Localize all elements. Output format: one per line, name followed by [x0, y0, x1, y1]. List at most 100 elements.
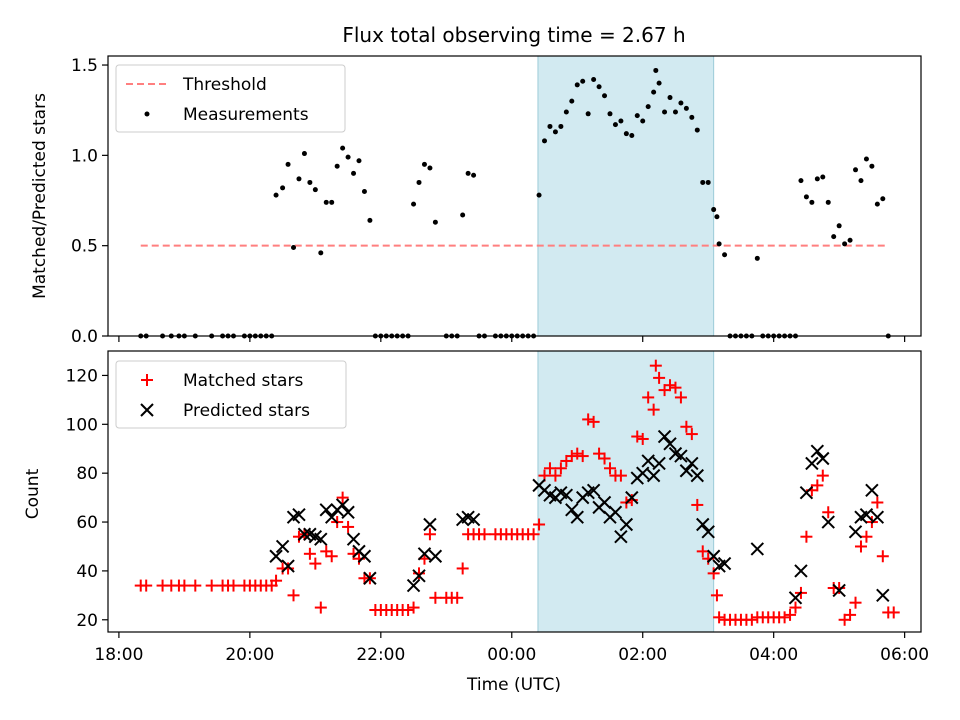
matched-star-marker [423, 528, 436, 541]
predicted-star-marker [319, 503, 333, 517]
predicted-star-marker [625, 490, 639, 505]
predicted-star-marker [335, 498, 350, 512]
matched-star-marker [713, 611, 726, 624]
measurement-point [312, 187, 318, 193]
measurement-point [361, 188, 367, 194]
measurement-point [542, 138, 548, 144]
matched-star-marker [478, 528, 491, 541]
bottom-y-tick-label: 60 [76, 513, 98, 533]
measurement-point [667, 95, 673, 101]
predicted-star-marker [614, 529, 628, 544]
matched-star-marker [140, 579, 153, 592]
predicted-star-marker [657, 429, 672, 444]
x-tick-label: 06:00 [880, 645, 929, 665]
predicted-star-marker [859, 508, 874, 522]
measurement-point [880, 196, 886, 202]
legend-predicted-swatch [140, 403, 154, 417]
top-y-tick-label: 1.0 [71, 146, 98, 166]
predicted-star-marker [706, 549, 721, 563]
top-axes-frame [107, 55, 922, 337]
predicted-star-marker [865, 483, 879, 497]
matched-star-marker [707, 567, 720, 580]
x-tick-label: 20:00 [225, 645, 274, 665]
matched-star-marker [314, 601, 327, 614]
matched-star-marker [614, 469, 627, 482]
measurement-point [754, 255, 760, 261]
measurement-point [842, 241, 848, 247]
matched-star-marker [287, 589, 300, 602]
measurement-point [411, 201, 417, 207]
predicted-star-marker [269, 549, 283, 563]
measurement-point [640, 118, 646, 124]
measurement-point [329, 199, 335, 205]
matched-star-marker [587, 415, 600, 428]
matched-star-marker [849, 596, 862, 609]
measurement-point [705, 179, 711, 185]
measurement-point [700, 179, 706, 185]
matched-star-marker [576, 450, 589, 463]
matched-star-marker [887, 606, 900, 619]
measurement-point [858, 178, 864, 184]
matched-star-marker [833, 582, 846, 595]
measurement-point [831, 234, 837, 240]
predicted-star-marker [794, 564, 808, 578]
predicted-star-marker [597, 495, 612, 510]
measurement-point [323, 199, 329, 205]
measurement-point [602, 93, 608, 99]
x-tick-label: 04:00 [749, 645, 798, 665]
measurement-point [563, 109, 569, 115]
matched-star-marker [456, 562, 469, 575]
predicted-star-marker [565, 503, 579, 517]
predicted-star-marker [608, 505, 623, 519]
matched-star-marker [282, 562, 295, 575]
predicted-star-marker [832, 583, 846, 598]
matched-star-marker [631, 430, 644, 443]
measurement-point [273, 192, 279, 198]
measurement-point [869, 163, 875, 169]
measurement-point [825, 199, 831, 205]
matched-star-marker [653, 371, 666, 384]
predicted-star-marker [292, 508, 306, 522]
measurement-point [607, 111, 613, 117]
matched-star-marker [205, 579, 218, 592]
bottom-panel: 20 40 60 80 100 120 18:00 20:00 22:00 00:00 02:00… [23, 350, 929, 695]
bottom-y-tick-label: 100 [66, 415, 98, 435]
predicted-star-marker [646, 468, 661, 483]
matched-star-marker [603, 462, 616, 475]
predicted-star-marker [799, 486, 814, 500]
top-panel: 0.0 0.5 1.0 1.5 Matched/Predicted stars Thr… [30, 55, 922, 347]
top-ylabel: Matched/Predicted stars [30, 93, 50, 299]
legend-measurements-swatch [144, 111, 150, 117]
matched-star-marker [325, 550, 338, 563]
bottom-ylabel: Count [23, 468, 43, 519]
measurement-point [836, 223, 842, 229]
matched-star-marker [189, 579, 202, 592]
measurement-point [296, 176, 302, 182]
measurement-point [809, 199, 815, 205]
measurement-point [580, 78, 586, 84]
predicted-star-marker [636, 466, 650, 480]
top-y-tick-label: 1.5 [71, 56, 98, 76]
measurement-point [421, 161, 427, 167]
measurement-point [814, 176, 820, 182]
matched-star-marker [451, 591, 464, 604]
matched-star-marker [429, 591, 442, 604]
predicted-star-marker [679, 464, 694, 478]
measurement-point [689, 114, 695, 120]
predicted-star-marker [821, 515, 835, 529]
matched-star-marker [811, 479, 824, 492]
matched-star-marker [636, 432, 649, 445]
measurement-point [301, 151, 307, 157]
measurement-point [591, 76, 597, 82]
bottom-y-tick-label: 20 [76, 611, 98, 631]
predicted-star-marker [870, 510, 885, 524]
matched-star-marker [685, 428, 698, 441]
matched-star-marker [582, 413, 595, 426]
predicted-star-marker [696, 517, 710, 532]
predicted-star-marker [652, 456, 666, 471]
matched-star-marker [571, 447, 584, 460]
x-tick-label: 18:00 [94, 645, 143, 665]
measurement-point [634, 113, 640, 119]
predicted-star-marker [423, 517, 437, 532]
top-legend-box [115, 64, 346, 133]
